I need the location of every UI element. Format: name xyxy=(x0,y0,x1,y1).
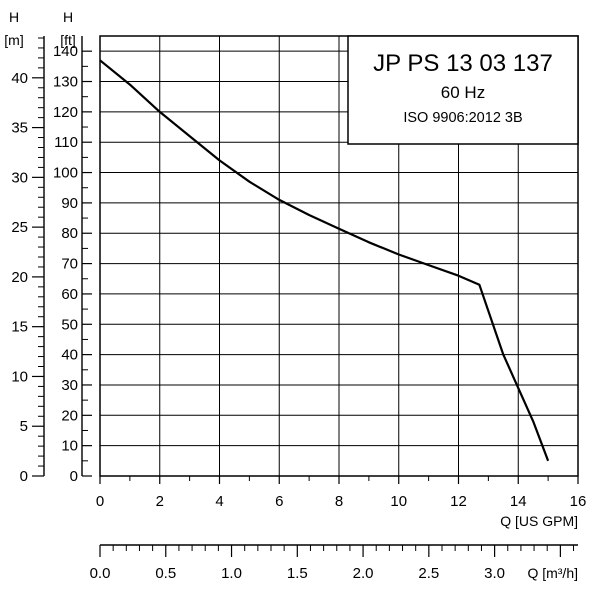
x-tick-label: 14 xyxy=(510,493,527,510)
pump-curve-line xyxy=(99,59,550,462)
chart-subtitle: 60 Hz xyxy=(441,83,485,102)
x-tick-label: 12 xyxy=(450,493,467,510)
x-axis-m3h: 0.0 0.5 1.0 1.5 2.0 2.5 3.0 xyxy=(90,544,578,582)
y-axis-m-title: H xyxy=(9,9,19,25)
x-axis-title: Q [US GPM] xyxy=(500,513,578,529)
y-ft-tick-label: 20 xyxy=(61,407,78,424)
y-ft-tick-label: 120 xyxy=(53,104,78,121)
y-m-tick-label: 10 xyxy=(11,368,28,385)
y-axis-m-unit: [m] xyxy=(4,32,23,48)
x2-axis-title: Q [m³/h] xyxy=(527,565,578,581)
y-m-tick-label: 0 xyxy=(20,468,28,485)
x-tick-label: 4 xyxy=(215,493,223,510)
y-ft-tick-label: 50 xyxy=(61,316,78,333)
y-ft-tick-label: 30 xyxy=(61,377,78,394)
y-ft-tick-label: 130 xyxy=(53,74,78,91)
y-ft-tick-label: 140 xyxy=(53,43,78,60)
x2-tick-label: 0.5 xyxy=(155,565,176,582)
y-m-tick-label: 20 xyxy=(11,269,28,286)
chart-title: JP PS 13 03 137 xyxy=(373,50,553,77)
y-ft-tick-label: 100 xyxy=(53,165,78,182)
x-tick-label: 10 xyxy=(390,493,407,510)
x2-tick-label: 0.0 xyxy=(90,565,111,582)
y-ft-tick-label: 110 xyxy=(54,134,78,151)
y-m-tick-label: 30 xyxy=(11,169,28,186)
y-ft-tick-label: 90 xyxy=(61,195,78,212)
y-m-tick-label: 40 xyxy=(11,70,28,87)
y-axis-ft-unit: [ft] xyxy=(60,32,76,48)
chart-standard: ISO 9906:2012 3B xyxy=(403,110,522,126)
x2-tick-label: 1.5 xyxy=(287,565,308,582)
x-tick-label: 2 xyxy=(156,493,164,510)
y-ft-tick-label: 10 xyxy=(61,438,78,455)
y-ft-tick-label: 70 xyxy=(61,256,78,273)
x2-tick-label: 1.0 xyxy=(221,565,242,582)
legend-frame xyxy=(347,35,579,145)
legend-box: JP PS 13 03 137 60 Hz ISO 9906:2012 3B xyxy=(347,35,579,145)
x-tick-label: 16 xyxy=(570,493,587,510)
x2-tick-label: 2.5 xyxy=(418,565,439,582)
y-axes: 0 10 20 30 40 50 60 70 80 90 100 110 120 130 140 0 5 10 15… xyxy=(11,36,92,485)
y-m-tick-label: 5 xyxy=(20,418,28,435)
x-tick-label: 0 xyxy=(96,493,104,510)
x-tick-label: 8 xyxy=(335,493,343,510)
y-ft-tick-label: 40 xyxy=(61,347,78,364)
y-m-tick-label: 35 xyxy=(11,120,28,137)
x-axis-us-gpm: 0 2 4 6 8 10 12 14 16 xyxy=(96,476,587,510)
x-tick-label: 6 xyxy=(275,493,283,510)
y-ft-tick-label: 60 xyxy=(61,286,78,303)
y-m-tick-label: 25 xyxy=(11,219,28,236)
y-m-tick-label: 15 xyxy=(11,319,28,336)
y-ft-tick-label: 0 xyxy=(70,468,78,485)
x2-tick-label: 3.0 xyxy=(484,565,505,582)
y-ft-tick-label: 80 xyxy=(61,225,78,242)
y-axis-ft-title: H xyxy=(63,9,73,25)
x2-tick-label: 2.0 xyxy=(353,565,374,582)
